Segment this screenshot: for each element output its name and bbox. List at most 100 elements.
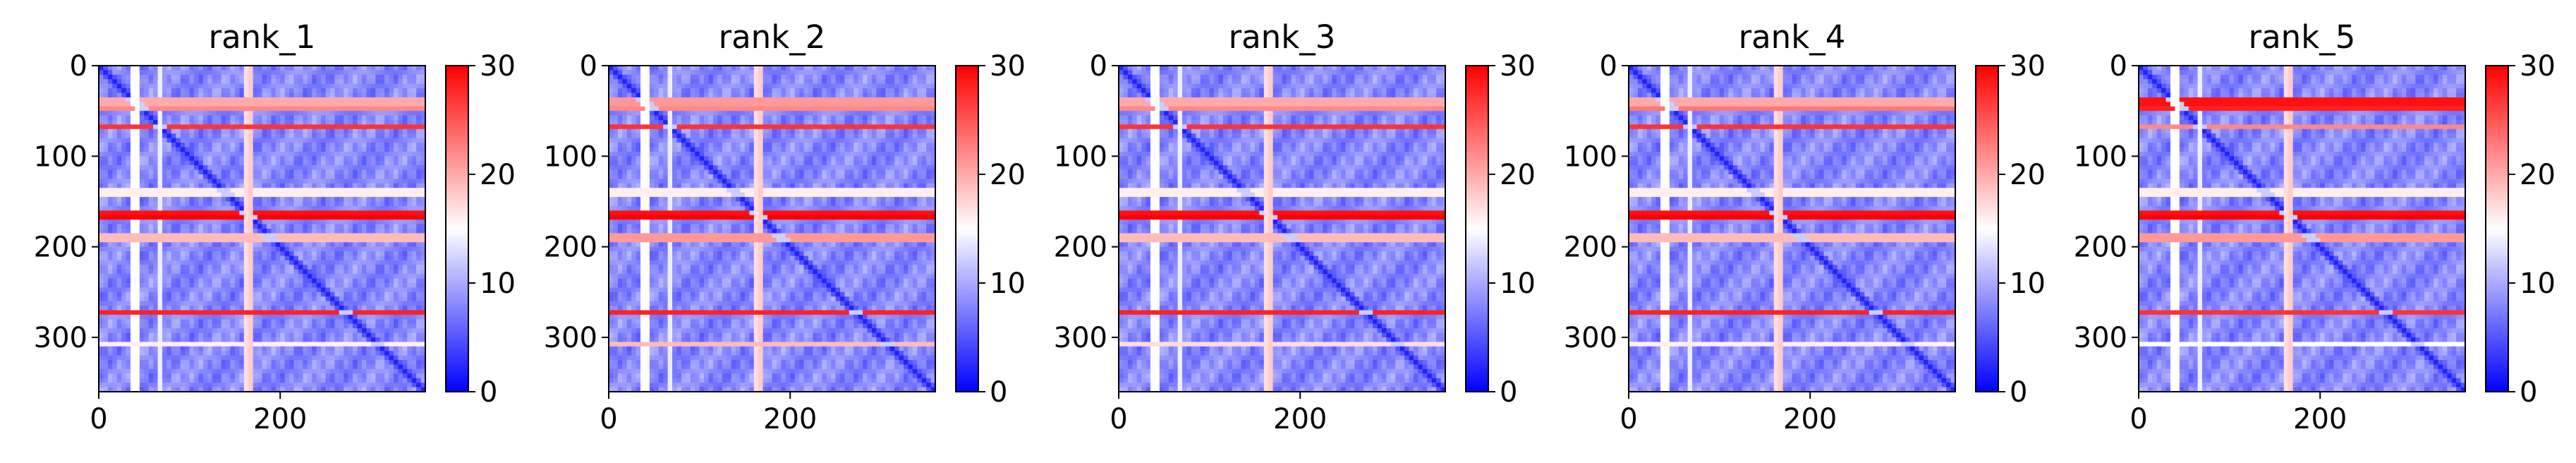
heatmap-cell: [212, 83, 217, 89]
heatmap-cell: [407, 251, 413, 257]
heatmap-cell: [366, 179, 372, 184]
heatmap-cell: [212, 79, 217, 85]
heatmap-cell: [375, 323, 381, 329]
heatmap-cell: [384, 115, 390, 121]
heatmap-cell: [303, 242, 308, 248]
heatmap-cell: [180, 265, 186, 270]
heatmap-cell: [230, 210, 236, 216]
heatmap-cell: [230, 229, 236, 234]
heatmap-cell: [202, 310, 208, 315]
heatmap-cell: [180, 319, 186, 325]
heatmap-cell: [162, 66, 168, 71]
heatmap-cell: [166, 174, 172, 180]
heatmap-cell: [226, 138, 231, 143]
heatmap-cell: [157, 183, 163, 188]
heatmap-cell: [153, 346, 159, 351]
heatmap-cell: [162, 160, 168, 166]
heatmap-cell: [230, 332, 236, 338]
heatmap-cell: [198, 278, 204, 284]
heatmap-cell: [344, 323, 349, 329]
heatmap-cell: [379, 229, 385, 234]
heatmap-cell: [162, 373, 168, 379]
heatmap-cell: [180, 260, 186, 265]
heatmap-cell: [303, 314, 308, 320]
heatmap-cell: [325, 120, 331, 126]
heatmap-cell: [266, 205, 272, 211]
heatmap-cell: [353, 246, 358, 252]
heatmap-cell: [180, 346, 186, 351]
heatmap-cell: [248, 314, 254, 320]
heatmap-cell: [234, 269, 240, 275]
heatmap-cell: [217, 79, 222, 85]
heatmap-cell: [293, 265, 299, 270]
heatmap-cell: [185, 296, 190, 302]
heatmap-cell: [316, 97, 322, 102]
heatmap-cell: [420, 242, 426, 248]
heatmap-cell: [162, 188, 168, 193]
heatmap-cell: [384, 265, 390, 270]
heatmap-cell: [103, 74, 109, 80]
heatmap-cell: [157, 296, 163, 302]
heatmap-cell: [280, 138, 286, 143]
heatmap-cell: [194, 255, 200, 261]
heatmap-cell: [393, 92, 399, 98]
heatmap-cell: [217, 220, 222, 225]
heatmap-cell: [116, 332, 122, 338]
heatmap-cell: [99, 342, 104, 347]
heatmap-cell: [239, 174, 245, 180]
heatmap-cell: [307, 364, 312, 370]
heatmap-cell: [312, 179, 317, 184]
heatmap-cell: [325, 156, 331, 162]
heatmap-cell: [239, 242, 245, 248]
heatmap-cell: [121, 246, 127, 252]
heatmap-cell: [366, 220, 372, 225]
heatmap-cell: [384, 179, 390, 184]
heatmap-cell: [116, 351, 122, 356]
heatmap-cell: [316, 102, 322, 107]
heatmap-cell: [262, 224, 267, 229]
heatmap-cell: [130, 378, 136, 383]
heatmap-cell: [407, 332, 413, 338]
heatmap-cell: [248, 133, 254, 139]
heatmap-cell: [166, 66, 172, 71]
heatmap-cell: [207, 79, 213, 85]
heatmap-cell: [375, 278, 381, 284]
heatmap-cell: [312, 197, 317, 203]
heatmap-cell: [416, 237, 422, 243]
heatmap-cell: [148, 301, 154, 306]
heatmap-cell: [416, 368, 422, 374]
heatmap-cell: [284, 188, 290, 193]
heatmap-cell: [107, 346, 113, 351]
heatmap-cell: [139, 283, 145, 289]
heatmap-cell: [266, 124, 272, 130]
heatmap-cell: [99, 92, 104, 98]
heatmap-cell: [248, 296, 254, 302]
heatmap-cell: [389, 106, 394, 112]
heatmap-cell: [116, 179, 122, 184]
heatmap-cell: [189, 291, 195, 297]
heatmap-cell: [375, 224, 381, 229]
heatmap-cell: [348, 224, 353, 229]
heatmap-cell: [262, 210, 267, 216]
heatmap-cell: [226, 156, 231, 162]
heatmap-cell: [166, 192, 172, 198]
heatmap-cell: [221, 102, 226, 107]
heatmap-cell: [398, 287, 403, 293]
heatmap-cell: [157, 128, 163, 134]
heatmap-cell: [375, 328, 381, 334]
heatmap-cell: [316, 210, 322, 216]
heatmap-cell: [353, 306, 358, 311]
heatmap-cell: [366, 233, 372, 239]
heatmap-cell: [402, 269, 408, 275]
heatmap-cell: [271, 368, 277, 374]
heatmap-cell: [112, 233, 118, 239]
heatmap-cell: [361, 242, 367, 248]
heatmap-cell: [303, 373, 308, 379]
heatmap-cell: [321, 70, 327, 76]
heatmap-cell: [357, 160, 363, 166]
heatmap-cell: [194, 151, 200, 157]
heatmap-cell: [157, 283, 163, 289]
heatmap-cell: [280, 233, 286, 239]
heatmap-cell: [271, 291, 277, 297]
heatmap-cell: [329, 278, 335, 284]
